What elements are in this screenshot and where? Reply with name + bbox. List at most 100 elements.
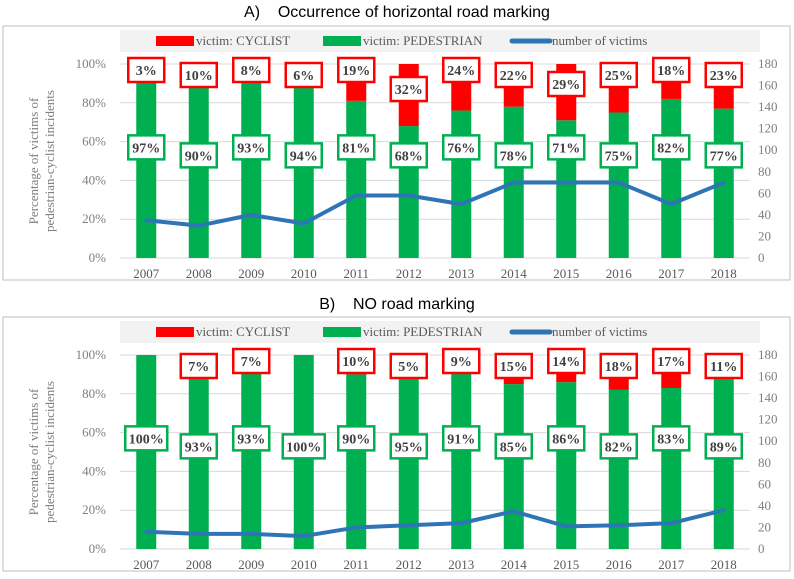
x-tick-label: 2018 (711, 266, 737, 281)
data-label-pedestrian: 89% (710, 440, 738, 455)
x-tick-label: 2012 (396, 266, 422, 281)
x-tick-label: 2009 (238, 266, 264, 281)
data-label-pedestrian: 100% (286, 440, 321, 455)
data-label-pedestrian-box (337, 134, 376, 161)
y-tick-label: 100% (76, 347, 107, 362)
y2-tick-label: 20 (758, 519, 771, 534)
x-tick-label: 2011 (343, 557, 369, 572)
data-label-cyclist-box (389, 352, 428, 380)
data-label-cyclist-box (232, 347, 271, 375)
y2-tick-label: 140 (758, 99, 778, 114)
data-label-cyclist: 32% (395, 83, 423, 98)
data-label-pedestrian-box (547, 134, 586, 161)
data-label-pedestrian: 71% (552, 141, 580, 156)
data-label-cyclist: 3% (136, 64, 157, 79)
x-tick-label: 2015 (553, 266, 579, 281)
bar-pedestrian (346, 374, 367, 549)
data-label-pedestrian: 90% (342, 432, 370, 447)
data-label-pedestrian: 81% (342, 141, 370, 156)
chart-b-title: B) NO road marking (319, 296, 475, 313)
legend-background (120, 321, 760, 343)
x-tick-label: 2017 (658, 266, 685, 281)
data-label-pedestrian: 77% (710, 149, 738, 164)
y2-tick-label: 140 (758, 390, 778, 405)
data-label-pedestrian-box (232, 425, 271, 452)
data-label-cyclist: 25% (605, 69, 633, 84)
chart-a: 0% 20% 40% 60% 80% 100% 0 20 40 60 80 100 120 140 160 1… (2, 25, 791, 281)
data-label-cyclist: 23% (710, 69, 738, 84)
data-label-cyclist: 15% (500, 360, 528, 375)
data-label-pedestrian-box (494, 142, 533, 169)
data-label-cyclist-box (547, 347, 586, 375)
data-label-cyclist: 10% (342, 355, 370, 370)
data-label-cyclist-box (179, 61, 218, 89)
data-label-cyclist-box (599, 352, 638, 380)
y-tick-label: 80% (82, 386, 106, 401)
bar-pedestrian (241, 368, 262, 549)
y-tick-label: 20% (82, 211, 106, 226)
x-tick-label: 2017 (658, 557, 685, 572)
x-tick-label: 2007 (133, 557, 160, 572)
y2-tick-label: 180 (758, 56, 778, 71)
legend-swatch (156, 327, 194, 337)
data-label-cyclist-box (442, 56, 481, 84)
legend-swatch (323, 327, 361, 337)
data-label-pedestrian-box (389, 142, 428, 169)
x-tick-label: 2011 (343, 266, 369, 281)
data-label-pedestrian-box (494, 433, 533, 460)
data-label-cyclist-box (652, 347, 691, 375)
y-axis-label-line2: pedestrian-cyclist incidents (42, 381, 57, 523)
data-label-cyclist: 10% (185, 69, 213, 84)
y2-tick-label: 160 (758, 78, 778, 93)
bar-pedestrian (556, 382, 577, 549)
legend-label: number of victims (552, 324, 647, 339)
data-label-pedestrian-box (599, 433, 638, 460)
data-label-pedestrian: 76% (447, 141, 475, 156)
data-label-pedestrian: 93% (237, 141, 265, 156)
data-label-pedestrian-box (389, 433, 428, 460)
x-tick-label: 2008 (186, 266, 212, 281)
x-tick-label: 2007 (133, 266, 160, 281)
y-axis-label: Percentage of victims of pedestrian-cycli… (26, 381, 57, 523)
x-tick-label: 2010 (291, 266, 317, 281)
bar-pedestrian (608, 389, 629, 549)
y-axis-label-line2: pedestrian-cyclist incidents (42, 90, 57, 232)
y-tick-label: 20% (82, 502, 106, 517)
x-tick-label: 2008 (186, 557, 212, 572)
data-label-pedestrian-box (652, 134, 691, 161)
y2-tick-label: 40 (758, 498, 771, 513)
bar-pedestrian (136, 355, 157, 549)
data-label-pedestrian-box (179, 142, 218, 169)
data-label-pedestrian: 93% (185, 440, 213, 455)
data-label-cyclist-box (547, 70, 586, 98)
data-label-pedestrian: 85% (500, 440, 528, 455)
y-tick-label: 0% (89, 541, 107, 556)
data-label-cyclist-box (494, 61, 533, 89)
y2-tick-label: 180 (758, 347, 778, 362)
data-label-pedestrian: 94% (290, 149, 318, 164)
legend-swatch (156, 36, 194, 46)
data-label-pedestrian: 75% (605, 149, 633, 164)
y2-tick-label: 60 (758, 476, 771, 491)
legend-label: victim: CYCLIST (196, 324, 290, 339)
data-label-cyclist-box (337, 347, 376, 375)
data-label-cyclist: 29% (552, 78, 580, 93)
y2-tick-label: 100 (758, 433, 778, 448)
y-tick-label: 40% (82, 463, 106, 478)
y-tick-label: 0% (89, 250, 107, 265)
data-label-pedestrian-box (442, 134, 481, 161)
data-label-cyclist: 5% (398, 360, 419, 375)
data-label-cyclist: 18% (657, 64, 685, 79)
x-tick-label: 2016 (606, 266, 633, 281)
y2-tick-label: 120 (758, 121, 778, 136)
legend-label: victim: PEDESTRIAN (363, 33, 483, 48)
x-tick-label: 2018 (711, 557, 737, 572)
y2-tick-label: 120 (758, 412, 778, 427)
data-label-cyclist: 7% (188, 360, 209, 375)
y2-tick-label: 80 (758, 455, 771, 470)
y-tick-label: 100% (76, 56, 107, 71)
y-axis-label-line1: Percentage of victims of (26, 388, 41, 515)
data-label-cyclist: 22% (500, 69, 528, 84)
data-label-cyclist-box (704, 61, 743, 89)
x-tick-label: 2014 (501, 266, 528, 281)
